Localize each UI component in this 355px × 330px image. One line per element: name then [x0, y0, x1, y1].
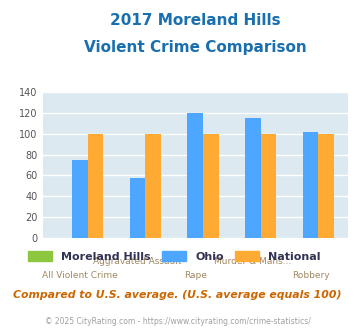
- Text: All Violent Crime: All Violent Crime: [42, 271, 118, 280]
- Bar: [88, 134, 103, 238]
- Bar: [245, 118, 261, 238]
- Bar: [318, 134, 334, 238]
- Text: Murder & Mans...: Murder & Mans...: [214, 257, 292, 266]
- Text: Robbery: Robbery: [292, 271, 329, 280]
- Text: © 2025 CityRating.com - https://www.cityrating.com/crime-statistics/: © 2025 CityRating.com - https://www.city…: [45, 317, 310, 326]
- Text: Rape: Rape: [184, 271, 207, 280]
- Bar: [130, 179, 145, 238]
- Text: Violent Crime Comparison: Violent Crime Comparison: [84, 40, 307, 54]
- Text: 2017 Moreland Hills: 2017 Moreland Hills: [110, 13, 280, 28]
- Bar: [203, 134, 219, 238]
- Legend: Moreland Hills, Ohio, National: Moreland Hills, Ohio, National: [23, 247, 325, 267]
- Bar: [261, 134, 276, 238]
- Text: Compared to U.S. average. (U.S. average equals 100): Compared to U.S. average. (U.S. average …: [13, 290, 342, 300]
- Bar: [72, 160, 88, 238]
- Bar: [303, 132, 318, 238]
- Bar: [145, 134, 161, 238]
- Text: Aggravated Assault: Aggravated Assault: [93, 257, 182, 266]
- Bar: [187, 113, 203, 238]
